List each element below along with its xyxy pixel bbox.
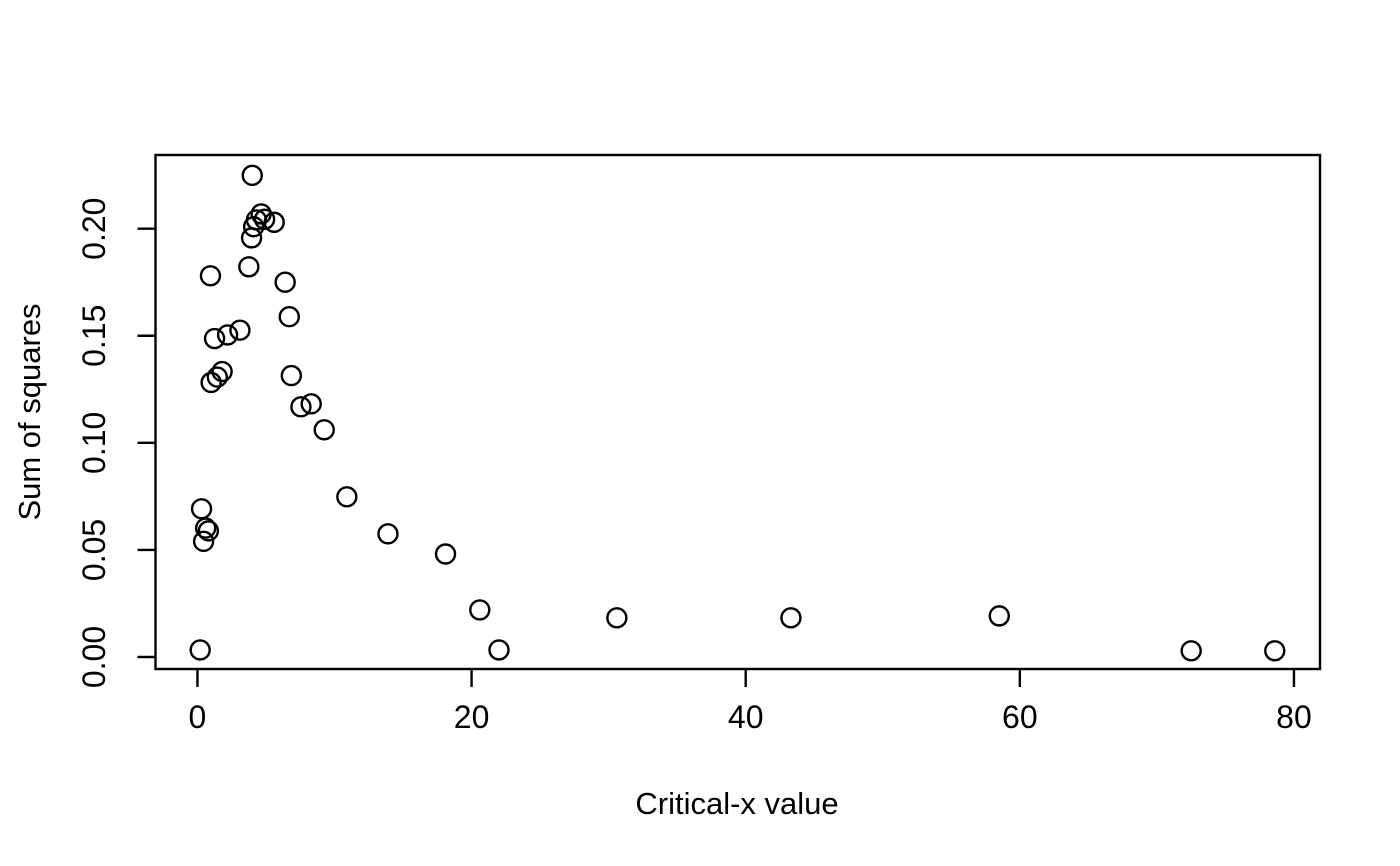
data-point: [192, 530, 215, 553]
data-point: [290, 396, 312, 418]
y-tick-label: 0.20: [76, 198, 112, 260]
data-point: [313, 419, 335, 441]
y-tick-label: 0.00: [76, 626, 112, 688]
data-point: [280, 364, 303, 387]
plot-border: [154, 153, 1322, 671]
data-point: [190, 498, 213, 520]
data-point: [199, 265, 222, 287]
data-point: [377, 523, 399, 545]
y-tick-label: 0.05: [76, 519, 112, 581]
x-tick-label: 40: [728, 699, 764, 735]
y-axis-title: Sum of squares: [12, 303, 47, 520]
data-point: [606, 607, 628, 629]
data-point: [274, 271, 296, 293]
data-point: [434, 543, 457, 565]
data-point: [988, 605, 1010, 627]
data-point: [206, 366, 229, 388]
x-tick-label: 80: [1276, 699, 1312, 735]
data-point: [278, 305, 300, 328]
data-point: [253, 208, 276, 230]
axis-ticks-layer: 0 20 40 60 80 0.00 0.05 0.10 0.15 0.20: [76, 198, 1312, 735]
data-point: [241, 164, 263, 187]
data-point: [189, 639, 211, 661]
data-point: [300, 393, 322, 415]
data-point: [780, 607, 802, 629]
data-point: [336, 486, 358, 508]
data-point: [469, 599, 491, 621]
x-tick-label: 60: [1002, 699, 1038, 735]
data-point: [1180, 640, 1202, 662]
data-point: [488, 639, 510, 661]
data-point: [203, 327, 226, 350]
data-point: [216, 324, 239, 346]
y-tick-label: 0.15: [76, 305, 112, 367]
data-points-layer: [189, 164, 1286, 662]
data-point: [263, 211, 285, 233]
data-point: [238, 256, 260, 278]
x-tick-label: 20: [454, 699, 490, 735]
data-point: [1264, 640, 1286, 662]
data-point: [200, 371, 222, 394]
data-point: [211, 360, 233, 383]
x-axis-title: Critical-x value: [635, 786, 838, 821]
data-point: [197, 520, 220, 542]
data-point: [229, 319, 251, 341]
data-point: [194, 517, 217, 539]
y-tick-label: 0.10: [76, 412, 112, 474]
x-tick-label: 0: [189, 699, 207, 735]
